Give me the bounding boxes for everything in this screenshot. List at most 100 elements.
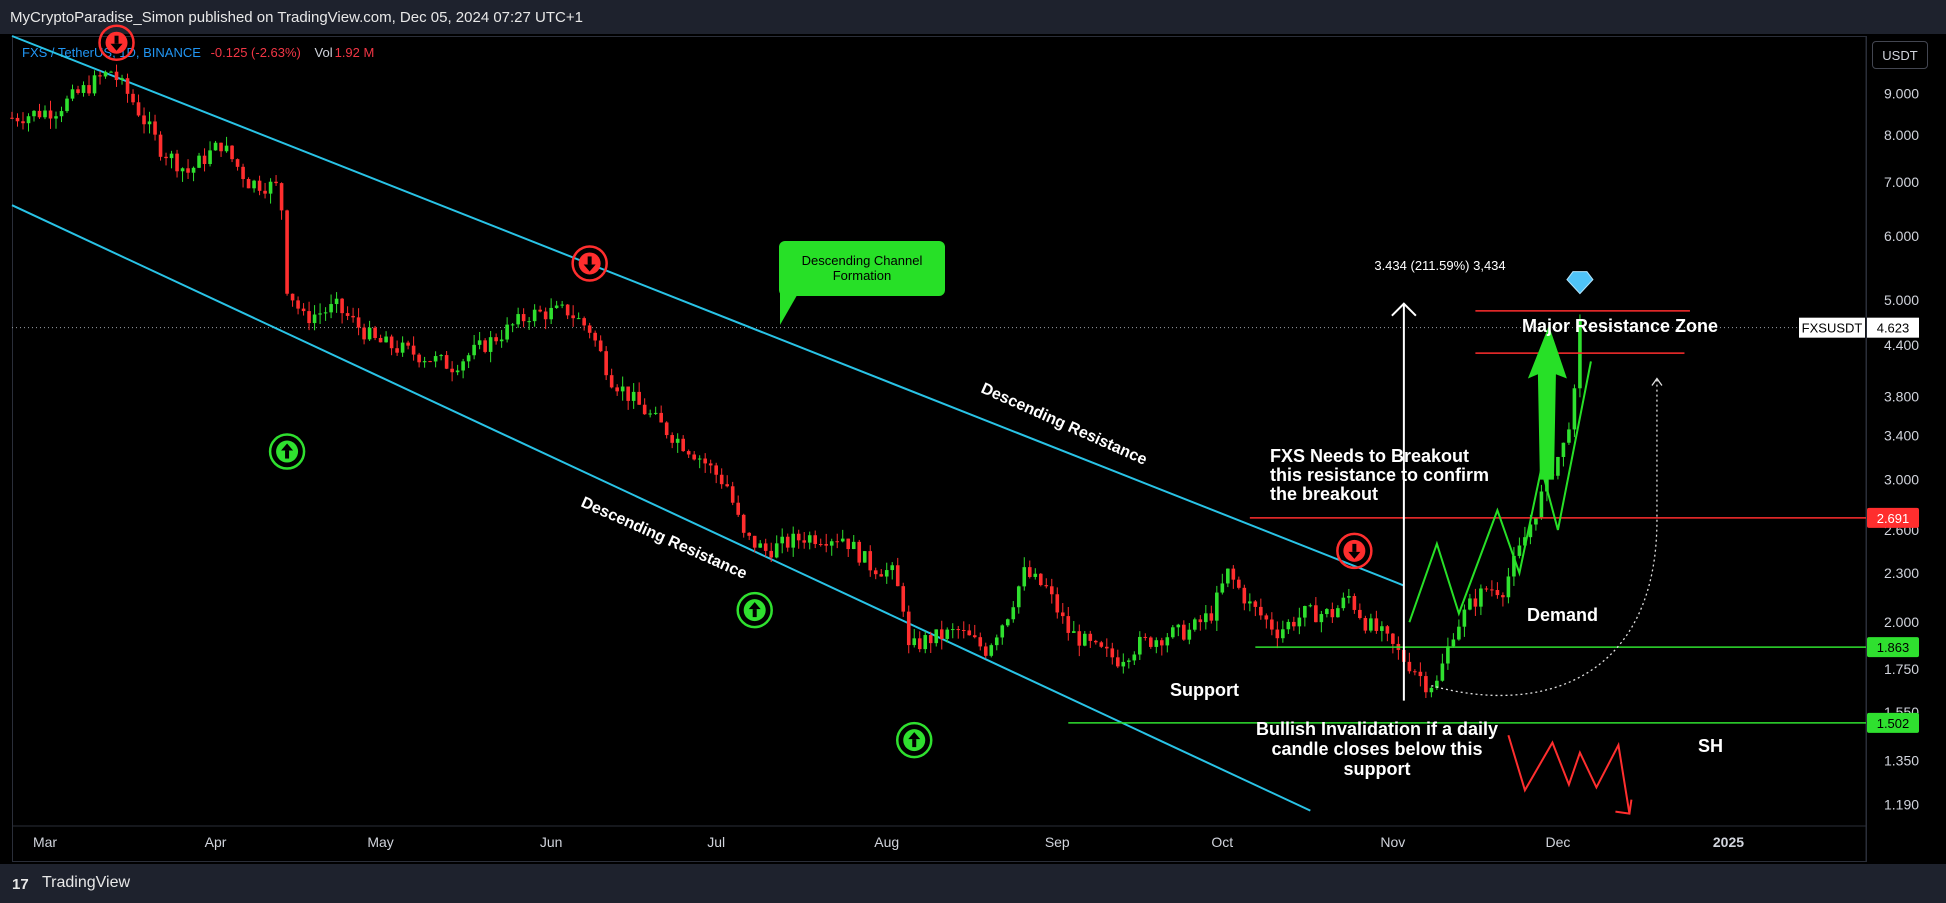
marker-arrow: [1348, 551, 1361, 559]
candle-body: [1517, 545, 1522, 556]
candle-body: [483, 340, 487, 352]
candle-body: [400, 342, 405, 353]
candle-body: [1380, 626, 1384, 631]
candle-body: [1292, 621, 1296, 627]
candle-body: [659, 412, 663, 423]
y-tick-label: 8.000: [1884, 127, 1919, 143]
candle-body: [147, 121, 152, 125]
sell-marker-icon: [571, 245, 608, 282]
marker-shaft: [912, 739, 917, 748]
channel-callout-line1: Descending Channel: [802, 253, 923, 268]
candle-body: [626, 386, 630, 401]
candle-body: [1314, 605, 1318, 623]
candle-body: [1534, 517, 1538, 525]
candle-body: [1077, 631, 1082, 646]
candle-body: [1055, 594, 1060, 613]
candle-body: [774, 543, 779, 558]
candle-body: [873, 570, 878, 575]
candle-body: [230, 145, 234, 160]
candle-body: [846, 538, 851, 550]
candle-body: [307, 311, 311, 324]
candle-body: [879, 574, 884, 577]
candle-body: [1578, 320, 1582, 389]
candle-body: [329, 304, 333, 313]
candle-body: [274, 181, 278, 184]
current-price-tag: [1867, 317, 1919, 338]
candle-body: [582, 318, 586, 326]
candle-body: [780, 536, 785, 544]
candle-body: [1473, 598, 1478, 607]
candle-body: [1182, 624, 1186, 640]
candle-body: [1198, 619, 1203, 623]
candle-body: [1484, 588, 1489, 590]
candle-body: [906, 611, 911, 646]
candle-body: [136, 102, 141, 116]
candle-body: [268, 181, 273, 194]
candle-body: [1479, 588, 1483, 607]
x-tick-label: Aug: [874, 834, 899, 850]
candle-body: [439, 355, 443, 357]
symbol-name[interactable]: FXS / TetherUS, 1D, BINANCE: [22, 45, 201, 60]
breakout-note-line: the breakout: [1270, 484, 1378, 504]
candle-body: [1176, 624, 1181, 628]
candle-body: [153, 121, 157, 135]
sell-marker-icon: [1336, 532, 1373, 570]
candle-body: [1121, 661, 1126, 667]
candle-body: [862, 551, 867, 563]
candle-body: [1297, 617, 1302, 627]
candle-body: [714, 465, 718, 475]
sh-label: SH: [1698, 736, 1723, 756]
marker-shaft: [587, 256, 592, 265]
candle-body: [912, 638, 917, 646]
candle-body: [389, 336, 394, 349]
candle-body: [884, 570, 889, 577]
candle-body: [219, 142, 223, 152]
candle-body: [158, 134, 163, 157]
candle-body: [725, 484, 729, 487]
candle-body: [521, 314, 526, 322]
x-tick-label: Sep: [1045, 834, 1070, 850]
level-price-label: 2.691: [1877, 511, 1910, 526]
candle-body: [758, 543, 763, 548]
candle-body: [1104, 646, 1109, 649]
candle-body: [824, 544, 829, 546]
chart-pane[interactable]: [12, 36, 1867, 862]
candle-body: [1049, 586, 1054, 595]
candle-body: [257, 180, 262, 191]
candle-body: [609, 375, 614, 388]
measure-arrow-head: [1391, 302, 1417, 317]
candle-body: [197, 155, 201, 168]
y-tick-label: 3.800: [1884, 389, 1919, 405]
candle-body: [1358, 609, 1362, 619]
candle-body: [901, 586, 906, 612]
candle-body: [1495, 590, 1500, 596]
candle-body: [1561, 442, 1566, 457]
candle-body: [125, 78, 130, 94]
tradingview-logo-icon[interactable]: 17: [12, 876, 29, 893]
demand-label: Demand: [1527, 605, 1598, 625]
candle-body: [939, 629, 944, 639]
candle-body: [444, 355, 449, 369]
y-tick-label: 1.750: [1884, 661, 1919, 677]
candle-body: [1429, 687, 1434, 693]
candle-body: [956, 629, 961, 631]
candle-body: [1071, 631, 1076, 633]
candle-body: [1330, 609, 1335, 618]
marker-arrow: [110, 43, 123, 51]
candle-body: [692, 454, 696, 460]
candle-body: [461, 361, 465, 371]
candle-body: [191, 167, 196, 173]
symbol-legend[interactable]: FXS / TetherUS, 1D, BINANCE -0.125 (-2.6…: [22, 45, 374, 60]
candle-body: [1468, 598, 1472, 610]
currency-button[interactable]: USDT: [1872, 41, 1928, 69]
candle-body: [378, 337, 383, 343]
candle-body: [15, 117, 20, 122]
footer-brand[interactable]: TradingView: [42, 874, 131, 891]
candle-body: [648, 413, 652, 415]
candle-body: [1226, 568, 1230, 584]
candle-body: [323, 312, 328, 314]
footer-bar: 17 TradingView: [0, 864, 1946, 903]
candle-body: [340, 298, 344, 314]
candle-body: [1215, 592, 1219, 621]
